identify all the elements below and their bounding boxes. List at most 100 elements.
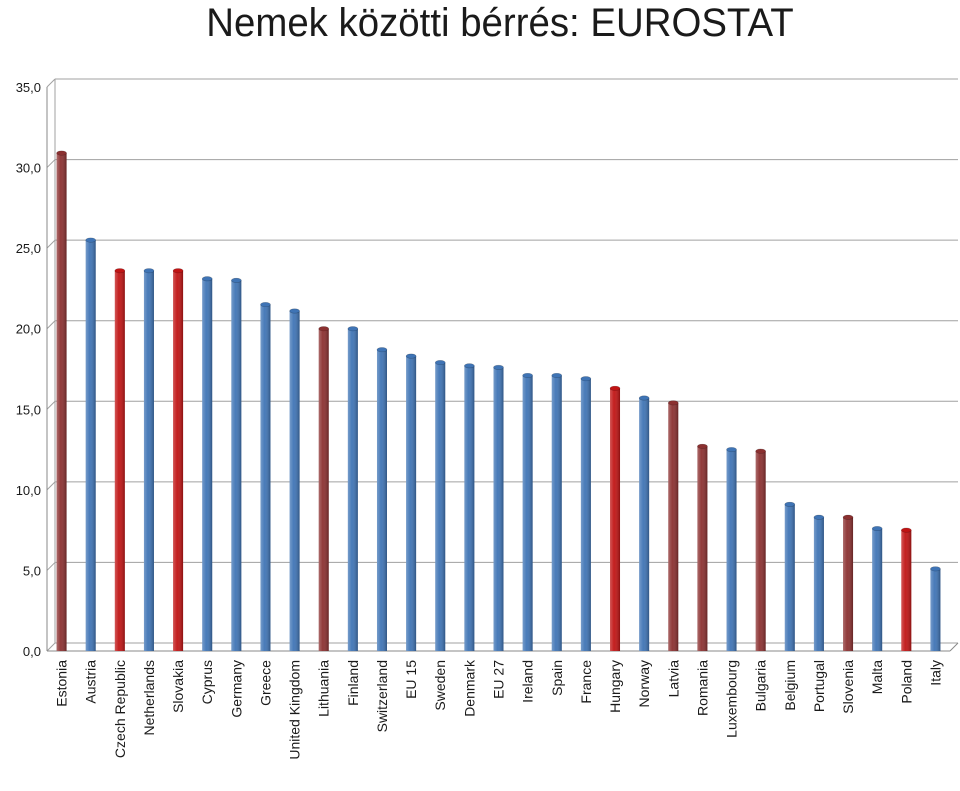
- bar-cap: [464, 363, 475, 369]
- chart-title: Nemek közötti bérrés: EUROSTAT: [206, 1, 794, 45]
- x-tick-label: France: [578, 660, 594, 704]
- x-tick-label: Malta: [869, 660, 885, 694]
- bar: [667, 400, 679, 651]
- y-tick-label: 0,0: [23, 644, 41, 659]
- bar: [201, 276, 213, 651]
- bar-cap: [172, 268, 184, 274]
- bar-shading: [260, 304, 271, 651]
- x-tick-label: Denmark: [461, 659, 477, 717]
- bar-cap: [901, 527, 912, 533]
- x-tick-label: Austria: [83, 660, 99, 704]
- bar: [172, 268, 184, 651]
- x-tick-label: Portugal: [811, 660, 827, 712]
- bar-shading: [435, 362, 446, 651]
- bar-cap: [56, 150, 67, 156]
- bar-shading: [901, 530, 912, 651]
- bar: [638, 395, 650, 651]
- bar-shading: [610, 388, 621, 651]
- bar-cap: [667, 400, 679, 406]
- bar: [930, 566, 941, 651]
- bar-cap: [638, 395, 650, 401]
- bar-shading: [464, 365, 475, 651]
- x-tick-label: Romania: [694, 660, 710, 716]
- gridline-side: [46, 481, 56, 491]
- bar-cap: [347, 326, 359, 332]
- bar-shading: [639, 398, 650, 651]
- x-tick-label: Italy: [927, 660, 943, 686]
- y-tick-label: 25,0: [16, 241, 41, 256]
- bar: [813, 514, 825, 651]
- gridline-side: [46, 400, 56, 410]
- bar-shading: [202, 278, 213, 651]
- bar-cap: [842, 514, 854, 520]
- bar-shading: [784, 504, 795, 651]
- gridline-side: [46, 642, 56, 652]
- bar: [842, 514, 854, 651]
- y-tick-label: 10,0: [16, 483, 41, 498]
- bar: [522, 372, 533, 651]
- bar-cap: [726, 447, 737, 453]
- bar: [784, 501, 796, 651]
- bar: [347, 326, 359, 651]
- x-tick-label: Ireland: [520, 660, 536, 703]
- x-tick-label: EU 15: [403, 660, 419, 699]
- bar: [405, 353, 417, 651]
- y-tick-labels: 0,0 5,0 10,0 15,0 20,0 25,0 30,0 35,0: [16, 80, 41, 659]
- bar-cap: [784, 501, 796, 507]
- bar: [871, 526, 883, 651]
- bar: [609, 385, 621, 651]
- bar-cap: [318, 326, 330, 332]
- bar-cap: [697, 443, 708, 449]
- bar-cap: [493, 364, 504, 370]
- x-tick-label: Greece: [257, 660, 273, 706]
- bar-shading: [930, 568, 941, 651]
- x-tick-label: Estonia: [54, 660, 70, 707]
- bar-shading: [347, 328, 358, 651]
- bar: [434, 360, 446, 651]
- bar-cap: [551, 372, 563, 378]
- bar-shading: [697, 446, 708, 651]
- x-tick-label: Netherlands: [141, 660, 157, 736]
- bar: [726, 447, 737, 651]
- bar-shading: [406, 356, 417, 651]
- bar-shading: [85, 240, 96, 652]
- bar-shading: [114, 270, 125, 651]
- bar-cap: [85, 237, 96, 243]
- y-tick-label: 20,0: [16, 322, 41, 337]
- bar-shading: [843, 517, 854, 651]
- bar-shading: [173, 270, 184, 651]
- bar: [114, 268, 126, 651]
- bar-cap: [755, 448, 766, 454]
- bar-cap: [580, 376, 592, 382]
- x-tick-label: Luxembourg: [724, 660, 740, 738]
- bar-cap: [871, 526, 883, 532]
- x-tick-label: EU 27: [491, 660, 507, 699]
- bar-shading: [318, 328, 329, 651]
- gridline-side: [46, 159, 56, 168]
- bar-cap: [434, 360, 446, 366]
- bar-cap: [289, 308, 300, 314]
- bar-shading: [522, 375, 533, 651]
- gridline-side: [46, 78, 56, 88]
- bars: [56, 150, 941, 652]
- bar: [551, 372, 563, 651]
- x-tick-label: Czech Republic: [112, 660, 128, 758]
- bar: [85, 237, 96, 652]
- bar: [143, 268, 155, 651]
- bar-cap: [522, 372, 533, 378]
- bar-cap: [231, 277, 242, 283]
- gridline-side: [46, 562, 56, 571]
- x-tick-labels: Estonia Austria Czech Republic Netherlands S…: [54, 659, 944, 760]
- bar: [580, 376, 592, 651]
- x-tick-label: Latvia: [665, 660, 681, 698]
- x-tick-label: Sweden: [432, 660, 448, 711]
- bar-shading: [668, 402, 679, 651]
- bar: [260, 302, 271, 651]
- bar: [755, 448, 766, 651]
- bar: [697, 443, 708, 651]
- bar: [901, 527, 912, 651]
- bar-shading: [813, 517, 824, 651]
- bar-shading: [872, 528, 883, 651]
- bar-cap: [114, 268, 126, 274]
- x-tick-label: Belgium: [782, 660, 798, 711]
